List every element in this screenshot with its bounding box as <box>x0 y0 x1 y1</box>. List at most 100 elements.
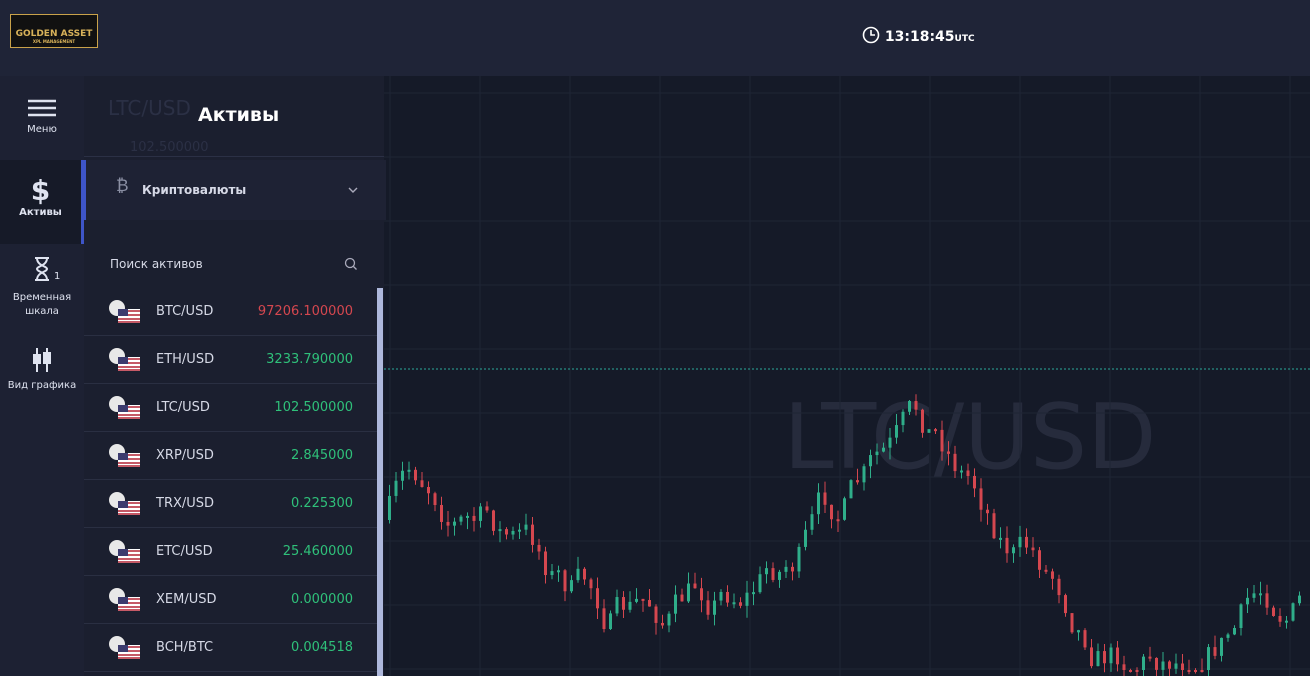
logo[interactable]: GOLDEN ASSET XPL MANAGEMENT <box>10 14 98 48</box>
candle-body <box>466 515 469 518</box>
asset-row[interactable]: XEM/USD 0.000000 <box>84 576 377 624</box>
candle-body <box>615 597 619 614</box>
scrollbar[interactable] <box>377 288 383 676</box>
nav-label: Временная шкала <box>12 292 72 317</box>
candle-body <box>1233 628 1236 635</box>
asset-row[interactable]: ETH/USD 3233.790000 <box>84 336 377 384</box>
candle-body <box>1109 647 1113 664</box>
candle-body <box>1051 571 1054 579</box>
candle-body <box>947 451 950 454</box>
asset-name: ETH/USD <box>156 352 215 367</box>
watermark: LTC/USD <box>784 385 1157 490</box>
candle-body <box>394 480 398 496</box>
candle-body <box>713 600 716 615</box>
candle-body <box>1077 630 1080 633</box>
asset-price: 25.460000 <box>282 544 353 559</box>
candle-body <box>1285 620 1288 623</box>
candle-body <box>1161 661 1165 670</box>
candle-body <box>407 469 411 472</box>
search-icon <box>344 257 357 270</box>
candle-icon <box>33 348 51 372</box>
candle-body <box>661 622 664 626</box>
candle-body <box>830 504 833 520</box>
candle-body <box>1220 637 1223 656</box>
candle-body <box>778 571 781 580</box>
asset-price: 97206.100000 <box>257 304 353 319</box>
asset-name: XRP/USD <box>156 448 214 463</box>
candle-body <box>719 591 723 601</box>
candle-body <box>583 568 586 580</box>
asset-icon <box>109 636 140 659</box>
candle-body <box>472 515 476 521</box>
asset-name: TRX/USD <box>156 496 215 511</box>
candle-body <box>1135 670 1139 672</box>
candle-body <box>433 493 437 506</box>
candle-body <box>1252 593 1256 598</box>
asset-row[interactable]: XRP/USD 2.845000 <box>84 432 377 480</box>
candle-body <box>706 600 710 615</box>
candle-body <box>921 409 924 433</box>
candle-body <box>589 579 593 589</box>
candle-body <box>427 486 430 494</box>
candle-body <box>1168 661 1171 669</box>
candle-body <box>791 566 794 572</box>
nav-timescale[interactable]: 1 Временная шкала <box>0 256 84 319</box>
asset-icon <box>109 396 140 419</box>
candle-body <box>414 469 417 481</box>
candle-body <box>960 470 963 473</box>
candle-body <box>1005 537 1009 554</box>
asset-row[interactable]: BCH/BTC 0.004518 <box>84 624 377 672</box>
asset-row[interactable]: TRX/USD 0.225300 <box>84 480 377 528</box>
nav-menu[interactable]: Меню <box>0 98 84 137</box>
candle-body <box>745 592 749 606</box>
asset-row[interactable]: LTC/USD 102.500000 <box>84 384 377 432</box>
candle-body <box>908 400 911 412</box>
candle-body <box>1038 550 1041 570</box>
nav-label: Меню <box>27 124 57 135</box>
candle-body <box>901 411 905 426</box>
candle-body <box>992 513 996 539</box>
candle-body <box>1298 595 1301 604</box>
asset-name: LTC/USD <box>156 400 210 415</box>
logo-sub: XPL MANAGEMENT <box>32 39 76 44</box>
candle-body <box>622 597 625 610</box>
candle-body <box>1129 670 1132 672</box>
candle-body <box>1181 663 1184 670</box>
asset-icon <box>109 348 140 371</box>
search[interactable]: Поиск активов <box>84 238 384 288</box>
candle-body <box>726 591 729 603</box>
candle-body <box>882 447 885 452</box>
candle-body <box>609 613 612 630</box>
asset-icon <box>109 540 140 563</box>
category-select[interactable]: ₿ Криптовалюты <box>84 160 386 220</box>
asset-row[interactable]: BTC/USD 97206.100000 <box>84 288 377 336</box>
candle-body <box>453 521 456 526</box>
nav-assets[interactable]: $ Активы <box>0 160 84 244</box>
candle-body <box>1226 634 1230 638</box>
candle-body <box>524 524 528 530</box>
candle-body <box>986 509 989 514</box>
candle-body <box>1018 536 1022 548</box>
btc-icon: ₿ <box>116 176 129 196</box>
asset-icon <box>109 492 140 515</box>
candle-body <box>388 495 391 520</box>
candle-body <box>557 570 560 573</box>
candle-body <box>862 466 866 483</box>
asset-icon <box>109 444 140 467</box>
candle-body <box>641 598 645 601</box>
asset-name: BCH/BTC <box>156 640 214 655</box>
candle-body <box>927 429 931 433</box>
candle-body <box>1103 651 1106 664</box>
candle-body <box>1200 670 1204 672</box>
candle-body <box>836 519 840 522</box>
nav-chart-type[interactable]: Вид графика <box>0 346 84 393</box>
candle-body <box>1031 547 1035 551</box>
candle-body <box>973 475 976 489</box>
candle-body <box>700 588 703 601</box>
asset-row[interactable]: ETC/USD 25.460000 <box>84 528 377 576</box>
candle-body <box>1148 656 1152 659</box>
candle-body <box>1012 547 1015 554</box>
menu-icon <box>28 99 56 117</box>
candle-body <box>1155 657 1158 670</box>
